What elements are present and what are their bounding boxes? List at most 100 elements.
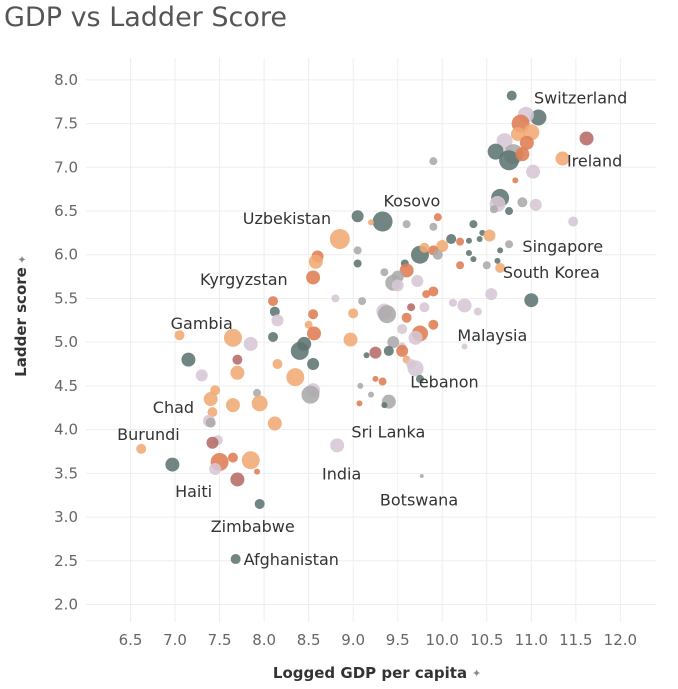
data-point[interactable]: [286, 368, 305, 387]
data-point[interactable]: [254, 498, 265, 509]
data-point[interactable]: [483, 229, 496, 242]
data-point[interactable]: [530, 109, 547, 126]
data-point[interactable]: [378, 305, 397, 324]
data-point[interactable]: [436, 240, 449, 252]
data-point[interactable]: [301, 385, 320, 404]
data-point[interactable]: [207, 407, 218, 418]
data-point[interactable]: [232, 354, 243, 365]
data-point[interactable]: [268, 296, 279, 307]
data-point[interactable]: [308, 254, 323, 269]
data-point[interactable]: [555, 151, 570, 166]
data-point[interactable]: [372, 211, 393, 232]
data-point[interactable]: [307, 358, 320, 371]
data-point[interactable]: [497, 247, 504, 254]
data-point[interactable]: [432, 249, 443, 260]
data-point[interactable]: [579, 131, 594, 146]
data-point[interactable]: [422, 290, 431, 299]
data-point[interactable]: [358, 297, 367, 306]
data-point[interactable]: [461, 343, 468, 350]
data-point[interactable]: [487, 143, 504, 160]
data-point[interactable]: [181, 352, 196, 367]
data-point[interactable]: [378, 377, 387, 386]
data-point[interactable]: [304, 320, 313, 329]
data-point[interactable]: [399, 263, 414, 278]
data-point[interactable]: [407, 360, 424, 377]
data-point[interactable]: [306, 270, 321, 285]
data-point[interactable]: [505, 240, 514, 249]
data-point[interactable]: [402, 220, 411, 229]
data-point[interactable]: [465, 249, 472, 256]
data-point[interactable]: [429, 157, 438, 166]
data-point[interactable]: [251, 395, 268, 412]
data-point[interactable]: [372, 375, 379, 382]
data-point[interactable]: [381, 402, 388, 409]
data-point[interactable]: [331, 294, 340, 303]
data-point[interactable]: [495, 262, 506, 273]
data-point[interactable]: [429, 222, 438, 231]
data-point[interactable]: [408, 330, 423, 345]
data-point[interactable]: [517, 197, 528, 208]
data-point[interactable]: [391, 279, 404, 292]
data-point[interactable]: [411, 274, 424, 287]
data-point[interactable]: [348, 308, 359, 319]
data-point[interactable]: [353, 259, 362, 268]
data-point[interactable]: [363, 352, 370, 359]
data-point[interactable]: [419, 242, 430, 253]
data-point[interactable]: [529, 198, 542, 211]
data-point[interactable]: [230, 554, 241, 565]
data-point[interactable]: [433, 213, 442, 222]
data-point[interactable]: [476, 236, 483, 243]
data-point[interactable]: [206, 436, 219, 449]
data-point[interactable]: [482, 261, 491, 270]
data-point[interactable]: [519, 135, 534, 150]
data-point[interactable]: [243, 336, 258, 351]
data-point[interactable]: [241, 451, 260, 470]
data-point[interactable]: [209, 462, 222, 475]
data-point[interactable]: [396, 344, 409, 357]
data-point[interactable]: [369, 346, 382, 359]
data-point[interactable]: [457, 298, 472, 313]
data-point[interactable]: [223, 328, 242, 347]
data-point[interactable]: [253, 388, 261, 397]
data-point[interactable]: [485, 288, 498, 301]
data-point[interactable]: [524, 293, 539, 308]
data-points[interactable]: [136, 90, 594, 565]
data-point[interactable]: [428, 286, 439, 297]
data-point[interactable]: [456, 261, 465, 270]
data-point[interactable]: [473, 307, 482, 316]
data-point[interactable]: [496, 133, 513, 150]
data-point[interactable]: [205, 417, 216, 428]
data-point[interactable]: [428, 319, 439, 330]
data-point[interactable]: [469, 220, 478, 229]
data-point[interactable]: [515, 147, 530, 162]
data-point[interactable]: [272, 359, 283, 370]
data-point[interactable]: [387, 336, 400, 349]
data-point[interactable]: [448, 298, 457, 307]
data-point[interactable]: [225, 398, 240, 413]
data-point[interactable]: [415, 374, 424, 383]
data-point[interactable]: [456, 237, 465, 246]
data-point[interactable]: [343, 332, 358, 347]
data-point[interactable]: [368, 219, 374, 226]
data-point[interactable]: [267, 416, 282, 431]
data-point[interactable]: [357, 382, 364, 389]
data-point[interactable]: [368, 391, 374, 398]
data-point[interactable]: [308, 309, 319, 320]
data-point[interactable]: [230, 472, 245, 487]
data-point[interactable]: [380, 268, 389, 277]
data-point[interactable]: [470, 256, 477, 263]
data-point[interactable]: [383, 345, 394, 356]
data-point[interactable]: [401, 312, 412, 323]
data-point[interactable]: [329, 229, 350, 250]
data-point[interactable]: [195, 369, 208, 382]
data-point[interactable]: [446, 234, 457, 245]
data-point[interactable]: [465, 237, 472, 244]
data-point[interactable]: [397, 324, 408, 335]
data-point[interactable]: [268, 331, 279, 342]
data-point[interactable]: [419, 302, 430, 313]
data-point[interactable]: [510, 127, 525, 142]
data-point[interactable]: [419, 473, 424, 478]
data-point[interactable]: [499, 150, 520, 171]
data-point[interactable]: [526, 164, 541, 179]
data-point[interactable]: [353, 246, 362, 255]
